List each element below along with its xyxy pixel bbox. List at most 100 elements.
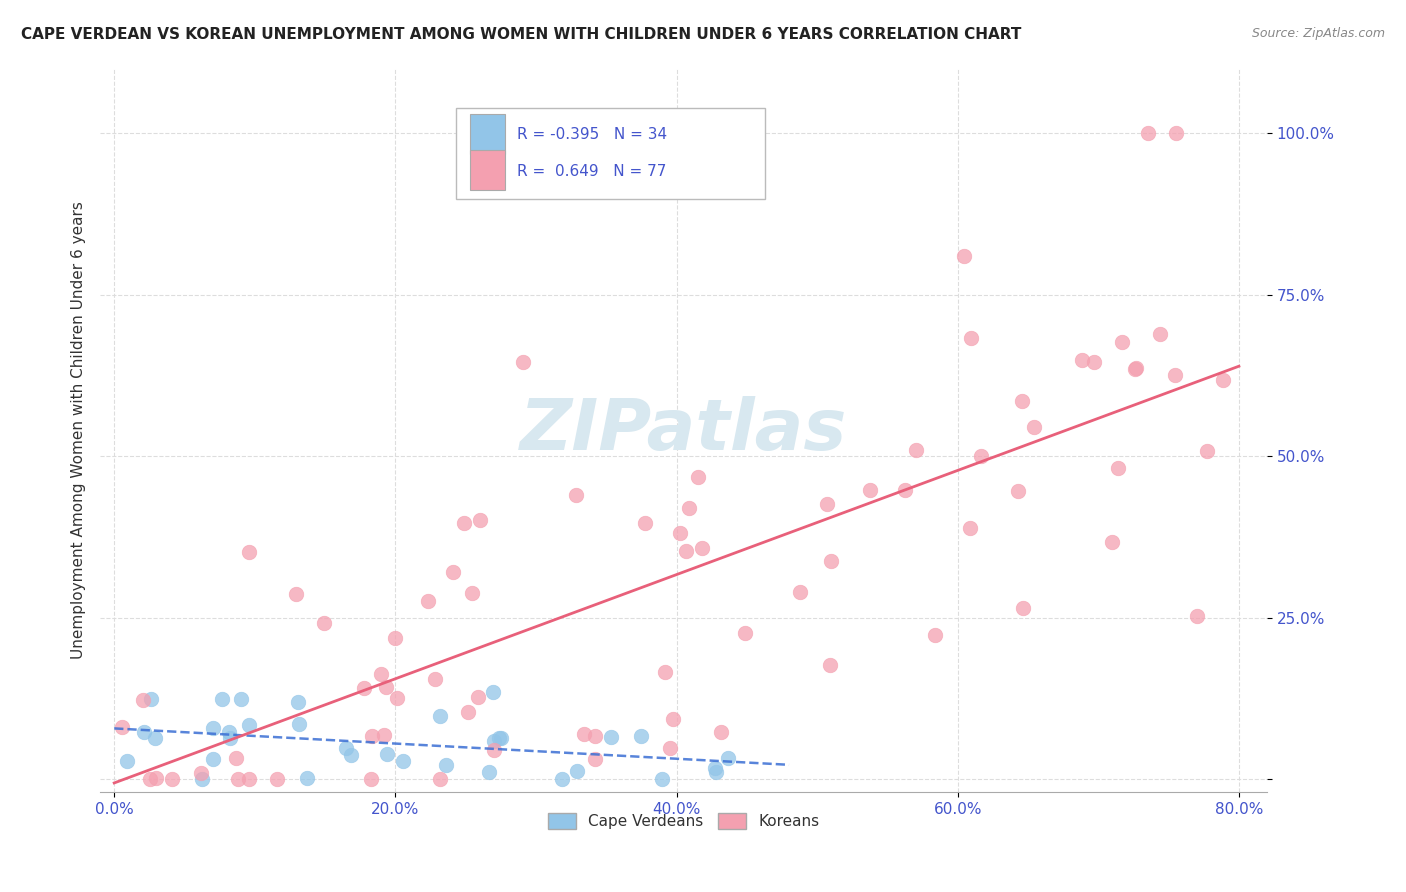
Point	[1012, 600, 1035, 615]
Point	[583, 729, 606, 743]
Point	[482, 685, 505, 699]
Point	[959, 521, 981, 535]
Point	[360, 730, 382, 744]
Point	[567, 764, 589, 778]
Point	[815, 497, 838, 511]
Text: R = -0.395   N = 34: R = -0.395 N = 34	[517, 127, 666, 142]
Point	[1011, 393, 1033, 408]
Point	[225, 751, 247, 765]
Point	[360, 772, 382, 786]
Point	[1101, 534, 1123, 549]
Point	[340, 748, 363, 763]
Point	[143, 731, 166, 745]
Point	[1083, 355, 1105, 369]
Point	[512, 355, 534, 369]
Point	[453, 516, 475, 530]
Point	[429, 709, 451, 723]
Point	[219, 731, 242, 745]
Point	[139, 692, 162, 706]
Point	[478, 764, 501, 779]
Point	[820, 554, 842, 568]
Point	[229, 692, 252, 706]
Legend: Cape Verdeans, Koreans: Cape Verdeans, Koreans	[541, 806, 825, 835]
Point	[717, 751, 740, 765]
Point	[132, 725, 155, 739]
Point	[238, 772, 260, 786]
Point	[434, 758, 457, 772]
Point	[377, 747, 399, 761]
Point	[1212, 373, 1234, 387]
Point	[391, 754, 413, 768]
Point	[818, 658, 841, 673]
Point	[384, 631, 406, 645]
Point	[551, 772, 574, 786]
Point	[634, 516, 657, 530]
Point	[959, 331, 981, 345]
Point	[491, 731, 513, 745]
Point	[429, 772, 451, 786]
Point	[970, 449, 993, 463]
Point	[284, 587, 307, 601]
FancyBboxPatch shape	[456, 108, 765, 199]
Point	[651, 772, 673, 786]
Point	[201, 752, 224, 766]
Point	[630, 729, 652, 743]
Point	[686, 470, 709, 484]
Point	[662, 712, 685, 726]
Point	[226, 772, 249, 786]
Point	[789, 584, 811, 599]
FancyBboxPatch shape	[470, 150, 505, 190]
Point	[1163, 368, 1185, 383]
Point	[312, 616, 335, 631]
FancyBboxPatch shape	[470, 114, 505, 154]
Point	[287, 695, 309, 709]
Y-axis label: Unemployment Among Women with Children Under 6 years: Unemployment Among Women with Children U…	[72, 202, 86, 659]
Point	[1136, 126, 1159, 140]
Point	[654, 665, 676, 680]
Point	[703, 761, 725, 775]
Point	[1107, 460, 1129, 475]
Point	[295, 771, 318, 785]
Text: CAPE VERDEAN VS KOREAN UNEMPLOYMENT AMONG WOMEN WITH CHILDREN UNDER 6 YEARS CORR: CAPE VERDEAN VS KOREAN UNEMPLOYMENT AMON…	[21, 27, 1022, 42]
Point	[1125, 361, 1147, 376]
Point	[111, 720, 134, 734]
Point	[190, 765, 212, 780]
Point	[353, 681, 375, 695]
Point	[690, 541, 713, 556]
Point	[734, 626, 756, 640]
Point	[191, 772, 214, 786]
Point	[704, 764, 727, 779]
Point	[218, 725, 240, 739]
Point	[1007, 483, 1029, 498]
Point	[423, 672, 446, 686]
Point	[658, 740, 681, 755]
Point	[145, 771, 167, 785]
Point	[211, 692, 233, 706]
Point	[668, 525, 690, 540]
Point	[375, 680, 398, 694]
Point	[1123, 362, 1146, 376]
Point	[572, 727, 595, 741]
Point	[583, 752, 606, 766]
Point	[201, 721, 224, 735]
Point	[488, 731, 510, 745]
Point	[138, 772, 160, 786]
Point	[132, 693, 155, 707]
Point	[238, 718, 260, 732]
Point	[416, 594, 439, 608]
Point	[953, 249, 976, 263]
Point	[373, 728, 395, 742]
Point	[678, 501, 700, 516]
Point	[924, 627, 946, 641]
Point	[441, 566, 464, 580]
Text: R =  0.649   N = 77: R = 0.649 N = 77	[517, 164, 666, 178]
Point	[387, 690, 409, 705]
Point	[1185, 609, 1208, 624]
Point	[859, 483, 882, 497]
Point	[467, 690, 489, 704]
Point	[160, 772, 183, 786]
Point	[457, 705, 479, 719]
Point	[484, 734, 506, 748]
Point	[115, 754, 138, 768]
Point	[675, 543, 697, 558]
